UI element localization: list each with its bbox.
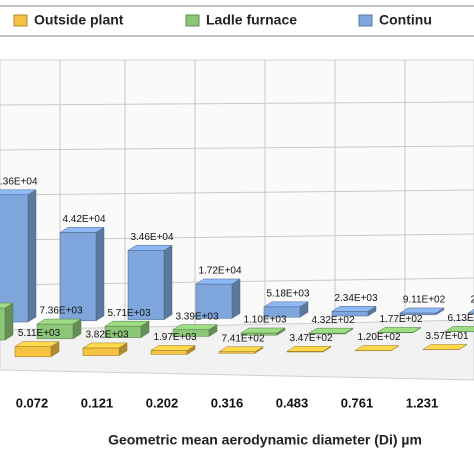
- value-label: 4.42E+04: [62, 214, 106, 225]
- value-label: 2.34E+03: [334, 293, 378, 304]
- bar-top: [331, 306, 377, 312]
- bar-top: [14, 341, 60, 347]
- bar-side: [163, 244, 173, 321]
- value-label: 1.10E+03: [243, 315, 287, 326]
- bar-top: [82, 342, 128, 349]
- bar-top: [240, 327, 286, 334]
- value-label: 4.32E+02: [311, 315, 355, 326]
- x-tick-label: 0.316: [211, 395, 244, 410]
- bar: [150, 350, 188, 355]
- bar-top: [376, 327, 422, 333]
- bar-top: [0, 189, 37, 196]
- legend-label: Outside plant: [34, 12, 124, 28]
- bar: [467, 312, 474, 314]
- bar-side: [27, 189, 37, 323]
- bar: [59, 232, 97, 322]
- value-label: 3.39E+03: [175, 311, 219, 322]
- value-label: 2.86E+02: [470, 295, 474, 306]
- bar-top: [308, 327, 354, 334]
- value-label: 1.72E+04: [198, 266, 242, 277]
- value-label: 5.18E+03: [266, 288, 310, 299]
- wall-line: [0, 189, 474, 196]
- value-label: 1.20E+02: [357, 332, 401, 343]
- wall-line: [0, 101, 474, 106]
- bar-top: [127, 245, 173, 251]
- wall-line: [0, 145, 474, 151]
- value-label: 3.82E+03: [85, 330, 129, 341]
- bar-top: [286, 346, 332, 352]
- bar-top: [399, 307, 445, 314]
- legend-swatch: [185, 14, 200, 27]
- value-label: 3.57E+01: [425, 331, 469, 342]
- legend-label: Ladle furnace: [206, 12, 297, 28]
- bar-side: [231, 278, 241, 319]
- value-label: 7.36E+03: [39, 306, 83, 317]
- bar-top: [104, 320, 150, 327]
- value-label: 1.97E+03: [153, 332, 197, 343]
- legend-box: [0, 5, 474, 37]
- bars: 6.36E+04 4.42E+04 3.46E+04 1.72E+04 5.18E+03…: [0, 176, 474, 358]
- value-label: 3.46E+04: [130, 232, 174, 243]
- bar-top: [263, 301, 309, 308]
- bar-top: [422, 344, 468, 350]
- bar: [82, 347, 120, 356]
- value-label: 9.11E+02: [403, 295, 446, 306]
- value-label: 5.11E+03: [18, 328, 61, 339]
- bar-top: [467, 308, 474, 314]
- x-tick-label: 0.202: [146, 395, 179, 410]
- legend-swatch: [358, 14, 373, 27]
- value-label: 1.77E+02: [379, 314, 423, 325]
- bar-top: [0, 302, 14, 309]
- legend-swatch: [13, 14, 28, 27]
- x-tick-label: 0.072: [16, 395, 49, 410]
- wall: [0, 59, 474, 331]
- value-label: 6.13E+01: [447, 313, 474, 324]
- legend-label: Continu: [379, 12, 432, 28]
- bar-side: [4, 302, 14, 341]
- bar-top: [36, 318, 82, 325]
- legend: Outside plant Ladle furnace Continu: [13, 12, 432, 28]
- bar-side: [95, 226, 105, 322]
- value-label: 5.71E+03: [107, 308, 151, 319]
- value-label: 3.47E+02: [289, 333, 333, 344]
- bar-top: [444, 326, 474, 332]
- value-label: 6.36E+04: [0, 176, 38, 187]
- bar: [195, 283, 233, 319]
- bar-top: [59, 227, 105, 233]
- bar-top: [218, 346, 264, 352]
- bar-top: [172, 324, 218, 330]
- x-axis-title: Geometric mean aerodynamic diameter (Di)…: [108, 432, 422, 448]
- bar-top: [354, 345, 400, 351]
- bar: [0, 194, 29, 323]
- x-tick-label: 0.483: [276, 395, 309, 410]
- x-tick-label: 0.121: [81, 395, 114, 410]
- bar: [0, 307, 6, 341]
- bar: [14, 346, 52, 358]
- bar: [127, 250, 165, 320]
- x-tick-label: 0.761: [341, 395, 374, 410]
- x-tick-label: 1.231: [406, 395, 439, 410]
- value-label: 7.41E+02: [221, 333, 265, 344]
- bar-top: [150, 345, 196, 351]
- bar-top: [195, 278, 241, 285]
